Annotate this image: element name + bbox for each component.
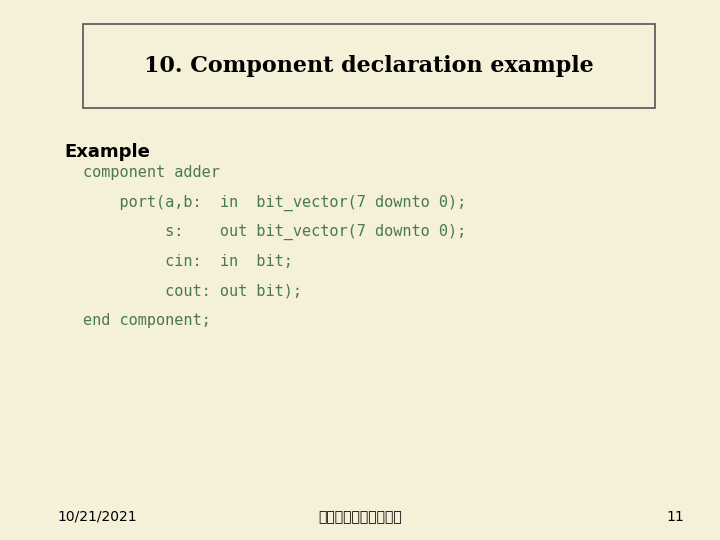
Text: 義守大學電機系陳慶瀏: 義守大學電機系陳慶瀏: [318, 510, 402, 524]
Text: s:    out bit_vector(7 downto 0);: s: out bit_vector(7 downto 0);: [83, 224, 466, 240]
FancyBboxPatch shape: [83, 24, 655, 108]
Text: port(a,b:  in  bit_vector(7 downto 0);: port(a,b: in bit_vector(7 downto 0);: [83, 194, 466, 211]
Text: 10/21/2021: 10/21/2021: [58, 510, 138, 524]
Text: 10. Component declaration example: 10. Component declaration example: [144, 55, 593, 77]
Text: end component;: end component;: [83, 313, 210, 328]
Text: cin:  in  bit;: cin: in bit;: [83, 254, 292, 269]
Text: Example: Example: [65, 143, 150, 161]
Text: 11: 11: [666, 510, 684, 524]
Text: component adder: component adder: [83, 165, 220, 180]
Text: cout: out bit);: cout: out bit);: [83, 284, 302, 299]
